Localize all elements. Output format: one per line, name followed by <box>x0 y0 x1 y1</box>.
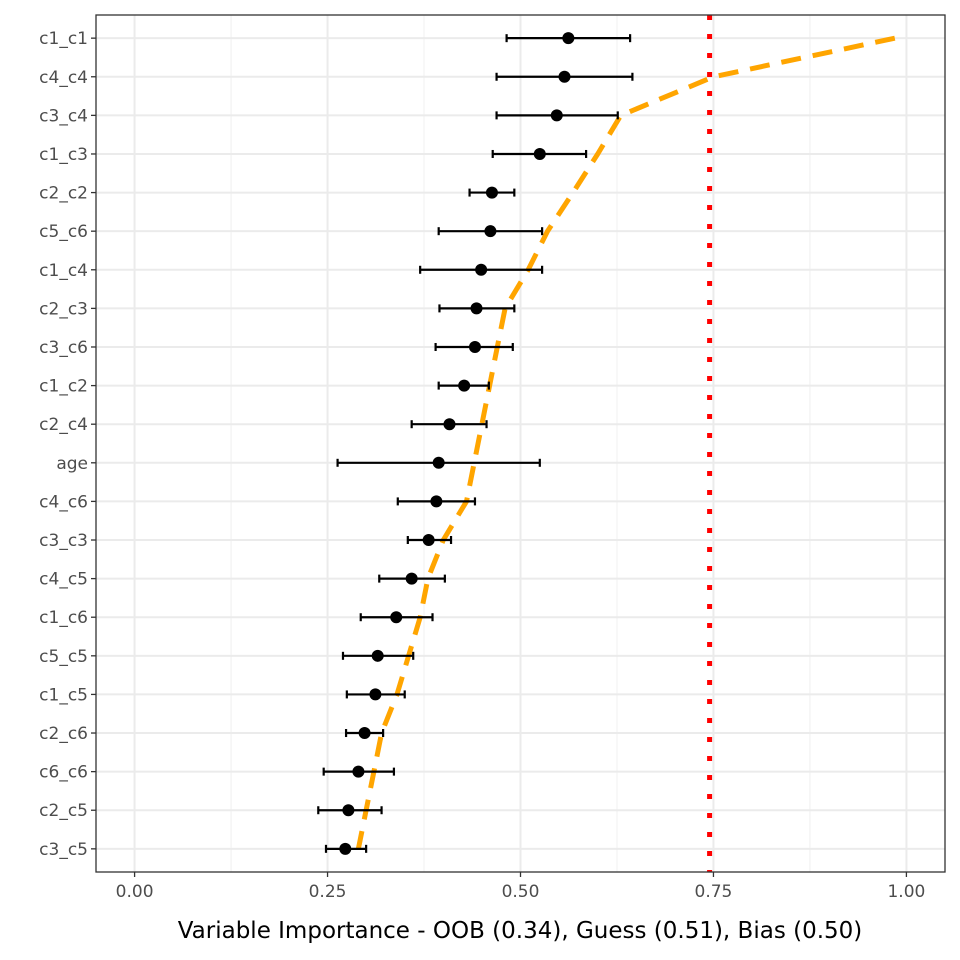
y-tick-label: c4_c4 <box>39 68 88 88</box>
y-tick-label: c3_c6 <box>39 338 88 358</box>
importance-point <box>558 70 571 83</box>
importance-point <box>550 109 563 122</box>
y-tick-label: c3_c5 <box>39 840 88 860</box>
importance-point <box>405 572 418 585</box>
importance-point <box>470 302 483 315</box>
x-tick-label: 0.50 <box>502 882 540 902</box>
y-tick-label: c5_c6 <box>39 222 88 242</box>
y-tick-label: c2_c3 <box>39 299 88 319</box>
y-tick-label: c1_c2 <box>39 377 88 397</box>
importance-point <box>430 495 443 508</box>
x-axis-title: Variable Importance - OOB (0.34), Guess … <box>178 918 863 944</box>
importance-points <box>339 32 575 855</box>
y-tick-label: c4_c6 <box>39 492 88 512</box>
y-tick-label: c2_c2 <box>39 184 88 204</box>
y-tick-label: c1_c3 <box>39 145 88 165</box>
importance-point <box>369 688 382 701</box>
y-tick-label: c1_c4 <box>39 261 88 281</box>
importance-point <box>339 842 352 855</box>
x-tick-label: 0.25 <box>309 882 347 902</box>
y-tick-label: c1_c5 <box>39 685 88 705</box>
importance-point <box>484 225 497 238</box>
importance-point <box>485 186 498 199</box>
importance-point <box>371 649 384 662</box>
y-tick-label: c2_c5 <box>39 801 88 821</box>
y-tick-label: c5_c5 <box>39 647 88 667</box>
guess-curve <box>355 35 896 850</box>
x-tick-label: 0.00 <box>116 882 154 902</box>
importance-point <box>562 32 575 45</box>
y-tick-label: c3_c4 <box>39 106 88 126</box>
importance-point <box>342 804 355 817</box>
importance-point <box>422 534 435 547</box>
importance-point <box>358 727 371 740</box>
importance-point <box>468 340 481 353</box>
importance-point <box>352 765 365 778</box>
y-tick-label: c1_c1 <box>39 29 88 49</box>
y-tick-label: age <box>56 454 88 474</box>
x-tick-label: 0.75 <box>695 882 733 902</box>
y-tick-label: c2_c4 <box>39 415 88 435</box>
y-tick-label: c3_c3 <box>39 531 88 551</box>
guess-dashed-line <box>355 35 896 850</box>
importance-point <box>432 456 445 469</box>
importance-point <box>390 611 403 624</box>
y-tick-label: c1_c6 <box>39 608 88 628</box>
y-tick-label: c2_c6 <box>39 724 88 744</box>
importance-point <box>443 418 456 431</box>
importance-point <box>533 147 546 160</box>
y-tick-label: c4_c5 <box>39 570 88 590</box>
x-tick-label: 1.00 <box>887 882 925 902</box>
y-axis-ticks: c1_c1 c4_c4 c3_c4 c1_c3 c2_c2 c5_c6 c1_c4 c2_c3… <box>39 29 96 860</box>
importance-point <box>475 263 488 276</box>
y-tick-label: c6_c6 <box>39 763 88 783</box>
importance-point <box>458 379 471 392</box>
x-axis-ticks: 0.00 0.25 0.50 0.75 1.00 <box>116 872 925 902</box>
